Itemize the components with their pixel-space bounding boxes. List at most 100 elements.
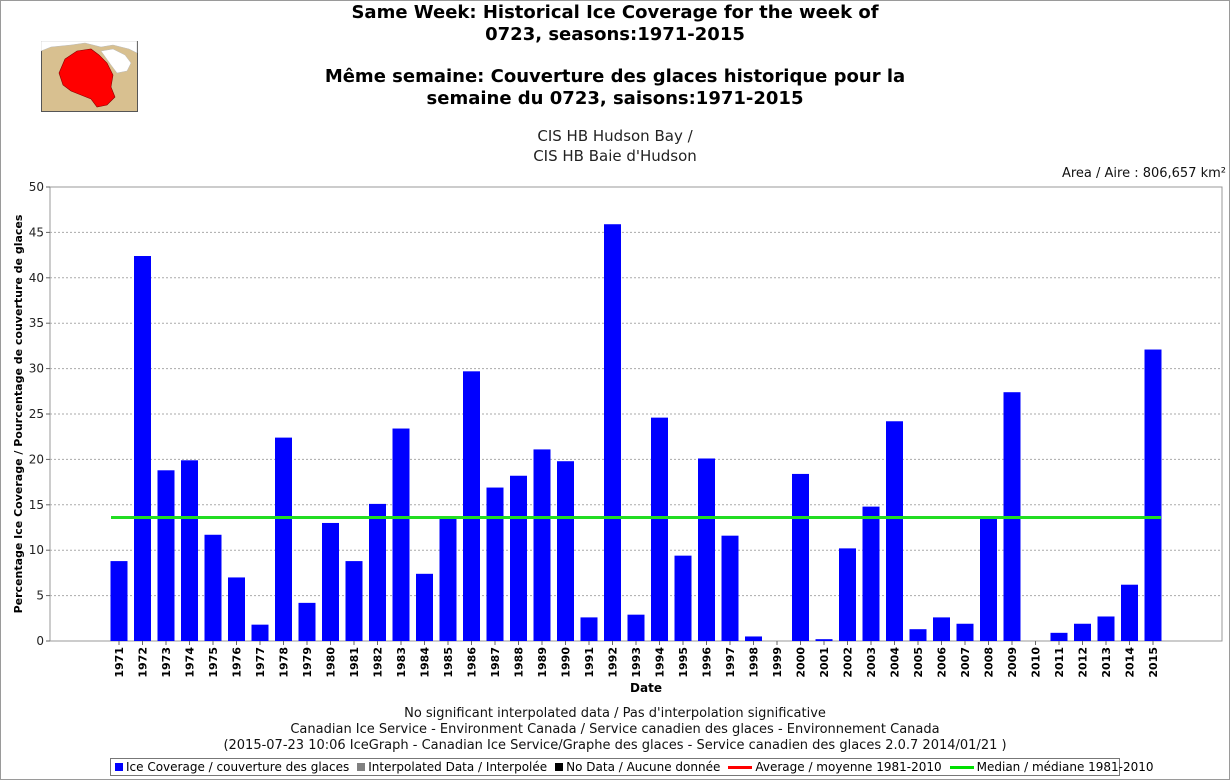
title-en-line-2: 0723, seasons:1971-2015 bbox=[485, 24, 745, 45]
bar-2000 bbox=[792, 473, 809, 641]
x-tick-label: 1993 bbox=[630, 647, 643, 678]
x-tick-label: 2014 bbox=[1124, 647, 1137, 678]
x-tick-label: 2004 bbox=[889, 647, 902, 678]
legend-swatch bbox=[555, 763, 564, 771]
x-tick-label: 1987 bbox=[489, 647, 502, 678]
bar-1981 bbox=[345, 561, 363, 641]
bar-2002 bbox=[839, 548, 856, 641]
legend-swatch bbox=[115, 763, 123, 771]
subtitle-line-2: CIS HB Baie d'Hudson bbox=[533, 147, 697, 165]
x-tick-label: 2011 bbox=[1053, 647, 1066, 678]
x-tick-label: 1990 bbox=[560, 647, 573, 678]
bar-1982 bbox=[369, 503, 386, 641]
chart-footer: No significant interpolated data / Pas d… bbox=[100, 706, 1130, 754]
bar-1980 bbox=[322, 522, 339, 641]
bar-1997 bbox=[721, 535, 739, 641]
y-tick-label: 40 bbox=[29, 271, 44, 285]
x-tick-label: 1992 bbox=[607, 647, 620, 678]
y-tick-label: 15 bbox=[29, 498, 44, 512]
y-tick-label: 0 bbox=[36, 634, 44, 648]
y-tick-label: 25 bbox=[29, 407, 44, 421]
y-tick-label: 50 bbox=[29, 180, 44, 194]
bar-1988 bbox=[510, 475, 527, 641]
x-tick-label: 1991 bbox=[583, 647, 596, 678]
y-tick-label: 20 bbox=[29, 452, 44, 466]
bar-2005 bbox=[909, 629, 927, 641]
bar-1985 bbox=[439, 517, 457, 641]
bar-chart: 0 5 10 15 20 25 30 35 40 45 50 1971 1972 1973 1974 1975… bbox=[12, 180, 1223, 695]
bar-1991 bbox=[580, 617, 598, 641]
x-tick-label: 1999 bbox=[771, 647, 784, 678]
x-tick-label: 2013 bbox=[1100, 647, 1113, 678]
legend-label: No Data / Aucune donnée bbox=[566, 760, 721, 774]
bar-1975 bbox=[204, 534, 222, 641]
footer-source: Canadian Ice Service - Environment Canad… bbox=[290, 722, 940, 737]
x-tick-label: 1994 bbox=[654, 647, 667, 678]
area-label: Area / Aire : 806,657 km² bbox=[1061, 166, 1226, 181]
x-tick-label: 1996 bbox=[701, 647, 714, 678]
x-tick-label: 1976 bbox=[231, 647, 244, 678]
legend-swatch bbox=[728, 765, 753, 769]
bar-1978 bbox=[275, 437, 292, 641]
y-axis-label: Percentage Ice Coverage / Pourcentage de… bbox=[12, 214, 25, 613]
chart-title: Same Week: Historical Ice Coverage for t… bbox=[200, 2, 1030, 110]
legend-label: Median / médiane 1981-2010 bbox=[976, 760, 1154, 774]
title-fr-line-2: semaine du 0723, saisons:1971-2015 bbox=[426, 88, 804, 109]
x-tick-label: 2002 bbox=[842, 647, 855, 678]
y-tick-label: 35 bbox=[29, 316, 44, 330]
x-tick-label: 1984 bbox=[419, 647, 432, 678]
bar-1987 bbox=[486, 487, 504, 641]
bar-1973 bbox=[157, 470, 175, 641]
legend-item-4: Median / médiane 1981-2010 bbox=[949, 760, 1154, 774]
legend-label: Interpolated Data / Interpolée bbox=[368, 760, 548, 774]
chart-subtitle: CIS HB Hudson Bay / CIS HB Baie d'Hudson bbox=[300, 126, 930, 166]
title-fr-line-1: Même semaine: Couverture des glaces hist… bbox=[324, 66, 906, 87]
legend-item-0: Ice Coverage / couverture des glaces bbox=[115, 760, 349, 774]
bar-2014 bbox=[1121, 584, 1138, 641]
legend-swatch bbox=[357, 763, 366, 771]
bar-2012 bbox=[1074, 623, 1091, 641]
x-tick-label: 1974 bbox=[184, 647, 197, 678]
x-tick-label: 2001 bbox=[818, 647, 831, 678]
legend-label: Ice Coverage / couverture des glaces bbox=[126, 760, 350, 774]
x-tick-label: 2006 bbox=[936, 647, 949, 678]
bar-1995 bbox=[674, 555, 692, 641]
x-tick-label: 1972 bbox=[137, 647, 150, 678]
bar-1974 bbox=[181, 460, 198, 641]
bar-2013 bbox=[1097, 616, 1115, 641]
title-en-line-1: Same Week: Historical Ice Coverage for t… bbox=[351, 2, 879, 23]
x-tick-label: 1971 bbox=[113, 647, 126, 678]
bar-2006 bbox=[933, 617, 950, 641]
bar-1979 bbox=[298, 602, 316, 641]
x-tick-label: 1982 bbox=[372, 647, 385, 678]
x-tick-label: 1986 bbox=[466, 647, 479, 678]
x-tick-label: 1989 bbox=[536, 647, 549, 678]
bar-1994 bbox=[651, 417, 668, 641]
x-tick-label: 1978 bbox=[278, 647, 291, 678]
bar-1996 bbox=[698, 458, 715, 641]
legend-item-1: Interpolated Data / Interpolée bbox=[357, 760, 547, 774]
chart-legend: Ice Coverage / couverture des glaces Inte… bbox=[110, 758, 1154, 776]
bar-2011 bbox=[1050, 632, 1068, 641]
x-tick-label: 1973 bbox=[160, 647, 173, 678]
x-tick-label: 1983 bbox=[395, 647, 408, 678]
y-tick-label: 10 bbox=[29, 543, 44, 557]
x-tick-label: 2010 bbox=[1030, 647, 1043, 678]
bar-2015 bbox=[1144, 349, 1162, 641]
x-tick-label: 1985 bbox=[442, 647, 455, 678]
x-tick-label: 1981 bbox=[348, 647, 361, 678]
bar-2007 bbox=[956, 623, 974, 641]
x-axis-label: Date bbox=[630, 681, 662, 695]
legend-item-3: Average / moyenne 1981-2010 bbox=[728, 760, 942, 774]
bar-1986 bbox=[463, 371, 480, 641]
x-tick-label: 1977 bbox=[254, 647, 267, 678]
bar-1972 bbox=[134, 256, 151, 641]
x-tick-label: 2012 bbox=[1077, 647, 1090, 678]
bar-1993 bbox=[627, 614, 645, 641]
bar-2001 bbox=[815, 639, 833, 641]
bar-1977 bbox=[251, 624, 269, 641]
legend-label: Average / moyenne 1981-2010 bbox=[755, 760, 942, 774]
bar-1992 bbox=[604, 224, 621, 641]
x-tick-label: 2009 bbox=[1006, 647, 1019, 678]
footer-interpolation-note: No significant interpolated data / Pas d… bbox=[404, 706, 826, 721]
